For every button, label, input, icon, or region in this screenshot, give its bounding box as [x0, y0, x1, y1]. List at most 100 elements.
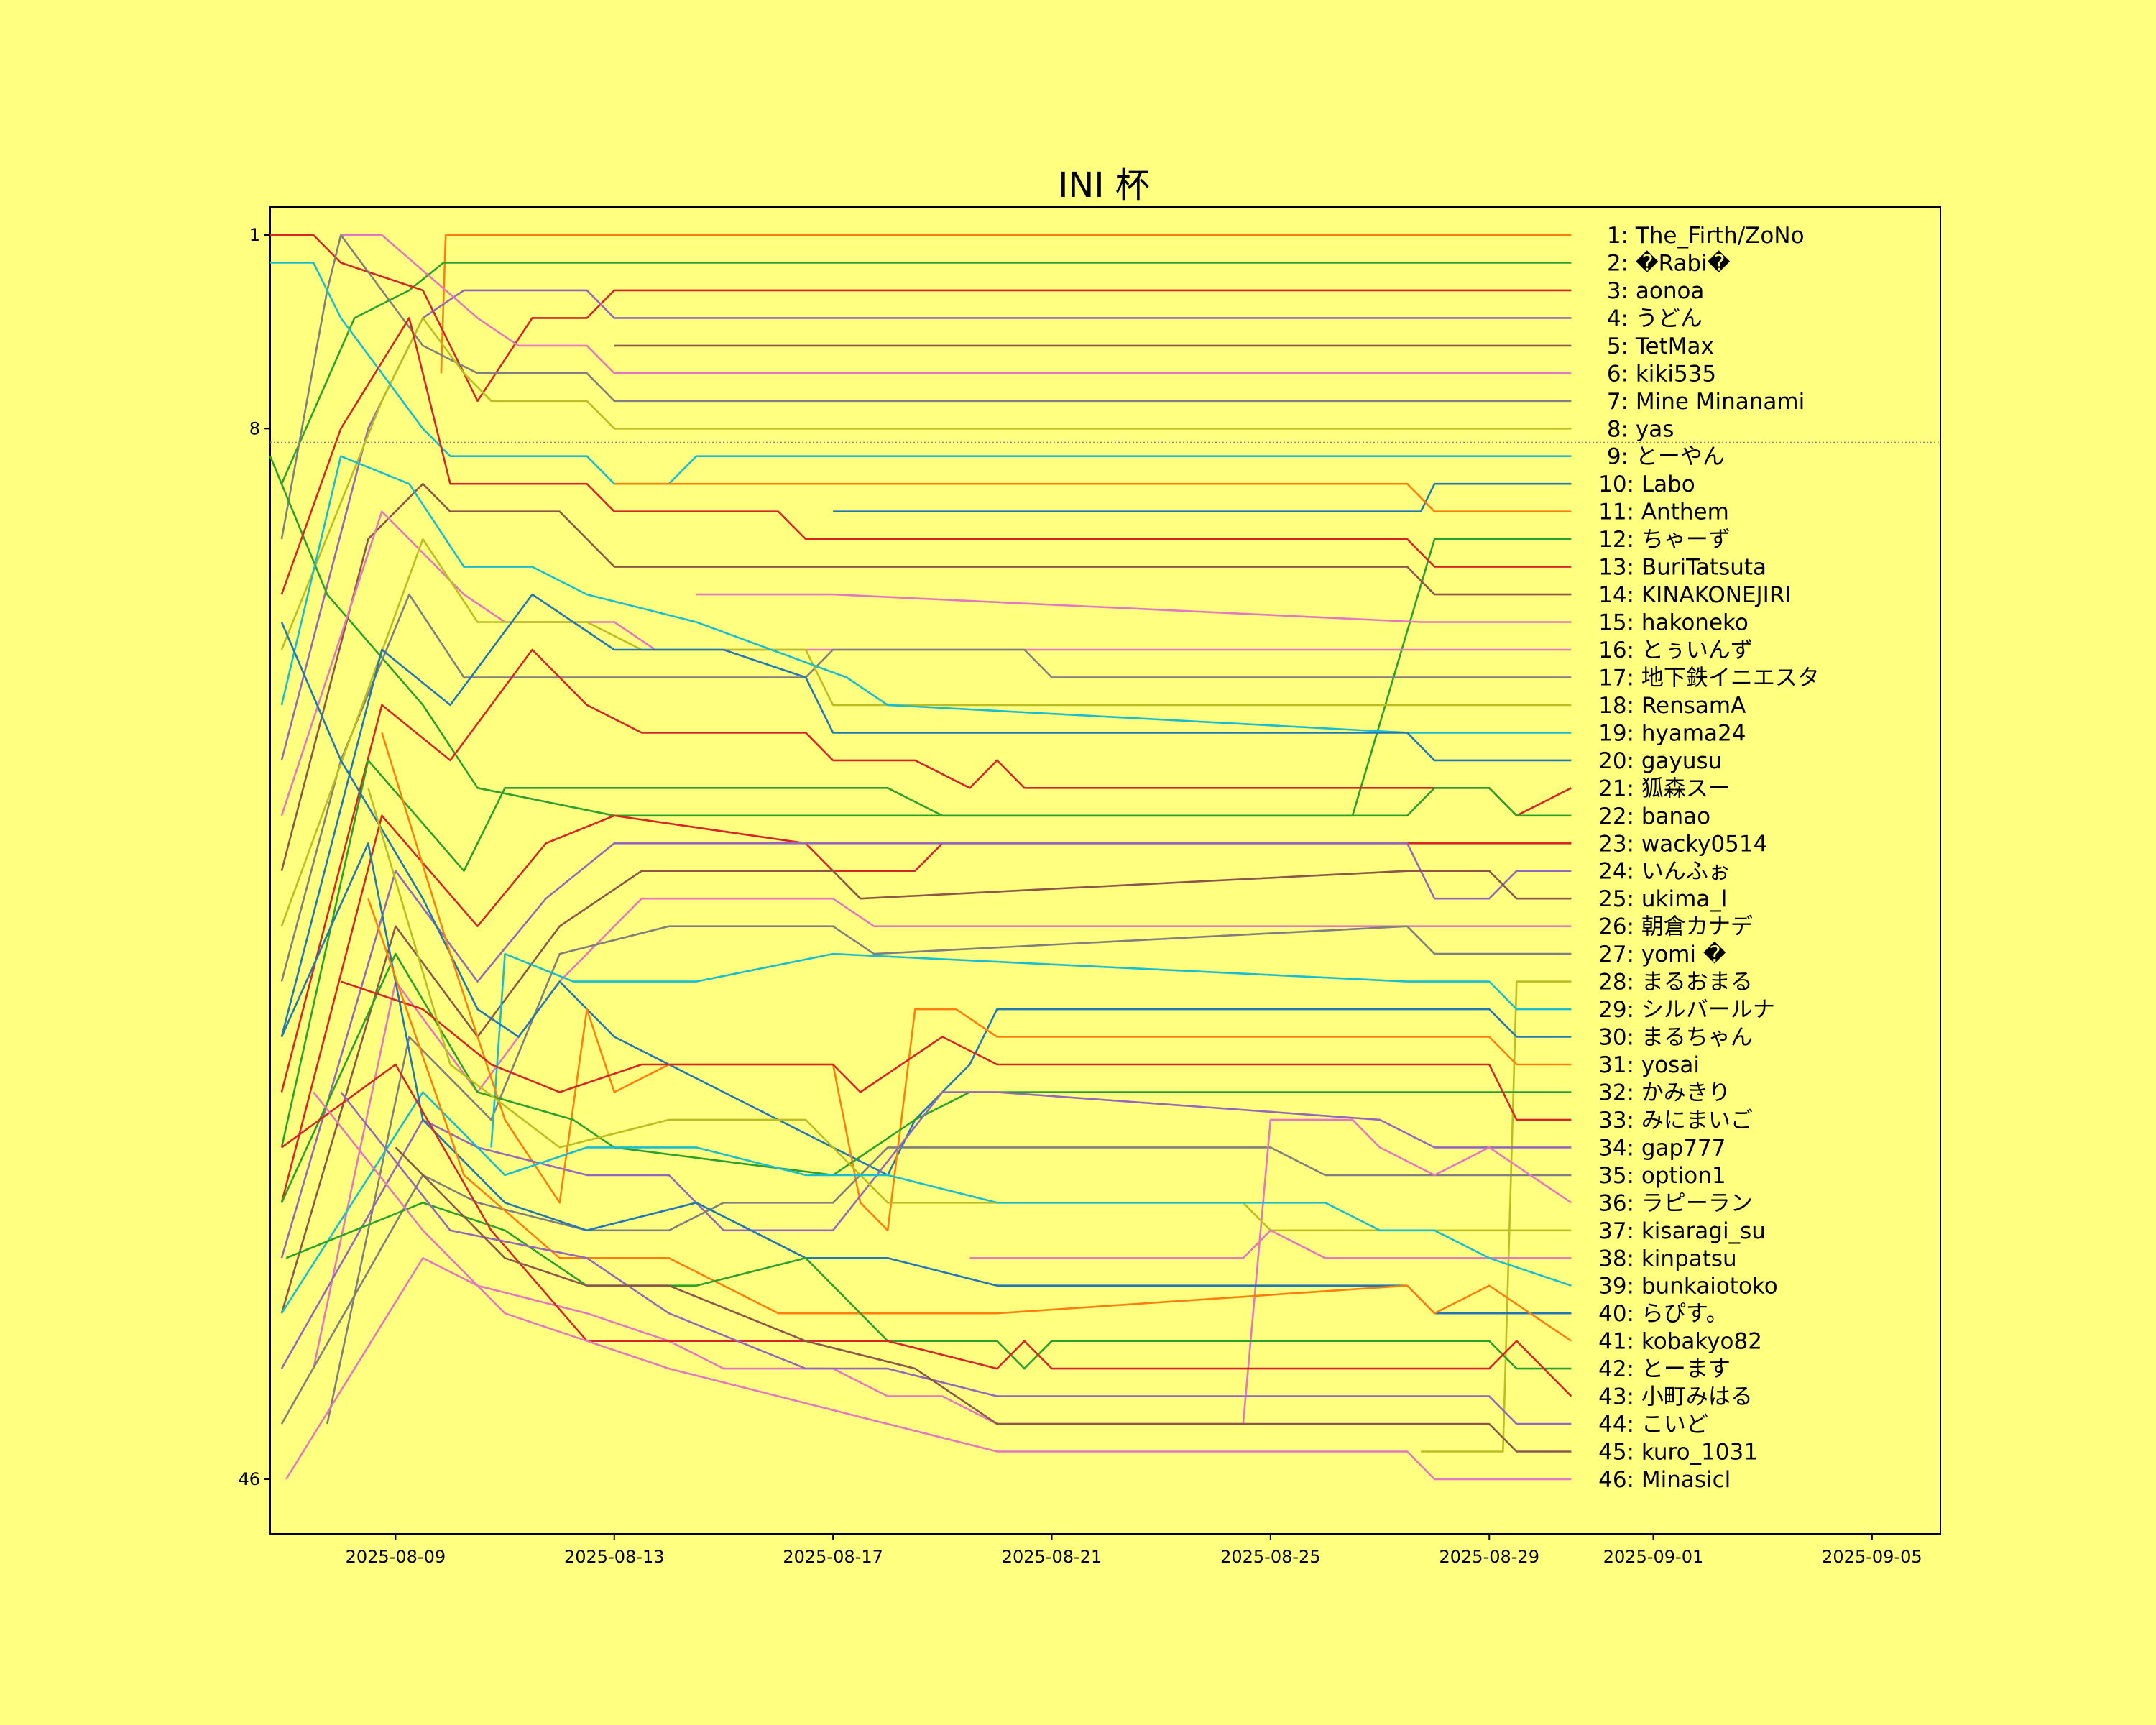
series-line-24	[280, 842, 1572, 1259]
legend-entry-44: 44: こいど	[1598, 1412, 1708, 1438]
legend-entry-22: 22: banao	[1598, 804, 1710, 829]
legend-entry-20: 20: gayusu	[1598, 748, 1722, 774]
series-line-38	[969, 1229, 1572, 1259]
legend-entry-42: 42: とーます	[1598, 1356, 1731, 1382]
legend-entry-28: 28: まるおまる	[1598, 970, 1753, 995]
x-tick-label: 2025-08-09	[346, 1547, 446, 1567]
legend-entry-12: 12: ちゃーず	[1598, 527, 1731, 553]
series-line-27	[326, 925, 1572, 1425]
legend-entry-43: 43: 小町みはる	[1598, 1384, 1753, 1410]
series-line-43	[281, 1063, 1572, 1397]
legend-entry-37: 37: kisaragi_su	[1598, 1218, 1766, 1244]
legend-entry-15: 15: hakoneko	[1598, 610, 1749, 636]
series-line-37	[367, 787, 1572, 1232]
legend-entry-25: 25: ukima_l	[1598, 886, 1727, 912]
series-line-45	[395, 1146, 1572, 1453]
legend-entry-35: 35: option1	[1598, 1163, 1726, 1189]
series-line-7	[280, 234, 1572, 540]
series-line-33	[340, 980, 1572, 1121]
series-line-13	[280, 317, 1572, 595]
x-tick-label: 2025-08-17	[783, 1547, 883, 1567]
legend-entry-8: 8: yas	[1607, 416, 1674, 442]
legend-entry-26: 26: 朝倉カナデ	[1598, 914, 1753, 940]
legend-entry-2: 2: �Rabi�	[1607, 249, 1731, 276]
series-line-41	[367, 898, 1572, 1342]
legend-entry-38: 38: kinpatsu	[1598, 1246, 1737, 1271]
legend-entry-7: 7: Mine Minanami	[1607, 389, 1805, 415]
legend-entry-29: 29: シルバールナ	[1598, 997, 1775, 1023]
series-line-3	[270, 234, 1572, 402]
x-tick-label: 2025-08-13	[564, 1547, 664, 1567]
legend-entry-31: 31: yosai	[1598, 1052, 1700, 1078]
legend-entry-3: 3: aonoa	[1607, 278, 1705, 304]
series-line-36	[285, 1118, 1572, 1480]
legend-entry-1: 1: The_Firth/ZoNo	[1607, 223, 1805, 249]
series-line-22	[280, 759, 1572, 1148]
x-tick-label: 2025-08-25	[1220, 1547, 1320, 1567]
series-line-28	[1421, 980, 1572, 1453]
legend-entry-9: 9: とーやん	[1607, 444, 1725, 470]
legend-entry-11: 11: Anthem	[1598, 500, 1729, 525]
series-line-32	[280, 952, 1572, 1203]
series-line-46	[313, 1091, 1572, 1481]
series-line-39	[280, 1091, 1572, 1314]
series-line-25	[280, 870, 1572, 1314]
series-line-11	[614, 482, 1572, 513]
legend-entry-24: 24: いんふぉ	[1598, 859, 1731, 885]
legend-entry-45: 45: kuro_1031	[1598, 1440, 1758, 1466]
series-line-8	[280, 317, 1572, 650]
legend-entry-17: 17: 地下鉄イニエスタ	[1598, 665, 1820, 691]
y-tick-label: 46	[238, 1469, 260, 1489]
series-line-6	[341, 234, 1572, 374]
y-tick-label: 1	[249, 225, 260, 245]
plot-frame	[270, 206, 1941, 1535]
legend-entry-16: 16: とぅいんず	[1598, 638, 1753, 663]
series-line-2	[280, 262, 1572, 484]
legend-entry-6: 6: kiki535	[1607, 361, 1716, 387]
series-line-35	[280, 1146, 1572, 1425]
series-line-16	[280, 510, 1572, 816]
series-line-1	[440, 234, 1572, 374]
x-tick-labels: 2025-08-09 2025-08-13 2025-08-17 2025-08-21…	[346, 1534, 1922, 1567]
series-line-26	[312, 897, 1572, 1369]
series-line-10	[833, 482, 1572, 513]
x-tick-label: 2025-08-29	[1439, 1547, 1539, 1567]
x-tick-label: 2025-09-05	[1822, 1547, 1922, 1567]
legend-entry-40: 40: らぴす。	[1598, 1301, 1728, 1327]
legend-entry-4: 4: うどん	[1607, 305, 1703, 331]
legend-entry-27: 27: yomi �	[1598, 941, 1726, 967]
series-line-44	[340, 1091, 1572, 1425]
legend-entry-36: 36: ラピーラン	[1598, 1190, 1753, 1216]
legend-entry-46: 46: Minasicl	[1598, 1467, 1731, 1493]
x-tick-label: 2025-09-01	[1603, 1547, 1703, 1567]
series-line-40	[280, 842, 1572, 1315]
legend-entry-34: 34: gap777	[1598, 1135, 1726, 1161]
legend-entry-39: 39: bunkaiotoko	[1598, 1274, 1778, 1300]
series-line-34	[280, 1091, 1572, 1369]
series-line-9	[270, 262, 1572, 485]
series-line-12	[269, 456, 1572, 817]
chart-title: INI 杯	[1058, 165, 1149, 206]
legend-entry-41: 41: kobakyo82	[1598, 1329, 1762, 1355]
series-line-20	[280, 593, 1572, 1037]
series-line-4	[280, 289, 1572, 761]
series-lines	[269, 234, 1572, 1481]
series-line-21	[280, 648, 1572, 1092]
legend-entry-21: 21: 狐森スー	[1598, 776, 1731, 801]
series-line-19	[280, 455, 1572, 734]
series-line-14	[280, 482, 1572, 872]
series-line-15	[696, 593, 1572, 623]
legend-entry-14: 14: KINAKONEJIRI	[1598, 582, 1791, 608]
series-line-29	[490, 952, 1572, 1148]
legend-entry-18: 18: RensamA	[1598, 693, 1746, 719]
legend-entry-30: 30: まるちゃん	[1598, 1025, 1753, 1051]
x-tick-label: 2025-08-21	[1002, 1547, 1102, 1567]
legend-entry-33: 33: みにまいご	[1598, 1108, 1753, 1133]
legend-entry-32: 32: かみきり	[1598, 1080, 1731, 1105]
legend-entry-5: 5: TetMax	[1607, 334, 1714, 359]
legend-entry-10: 10: Labo	[1598, 472, 1695, 497]
